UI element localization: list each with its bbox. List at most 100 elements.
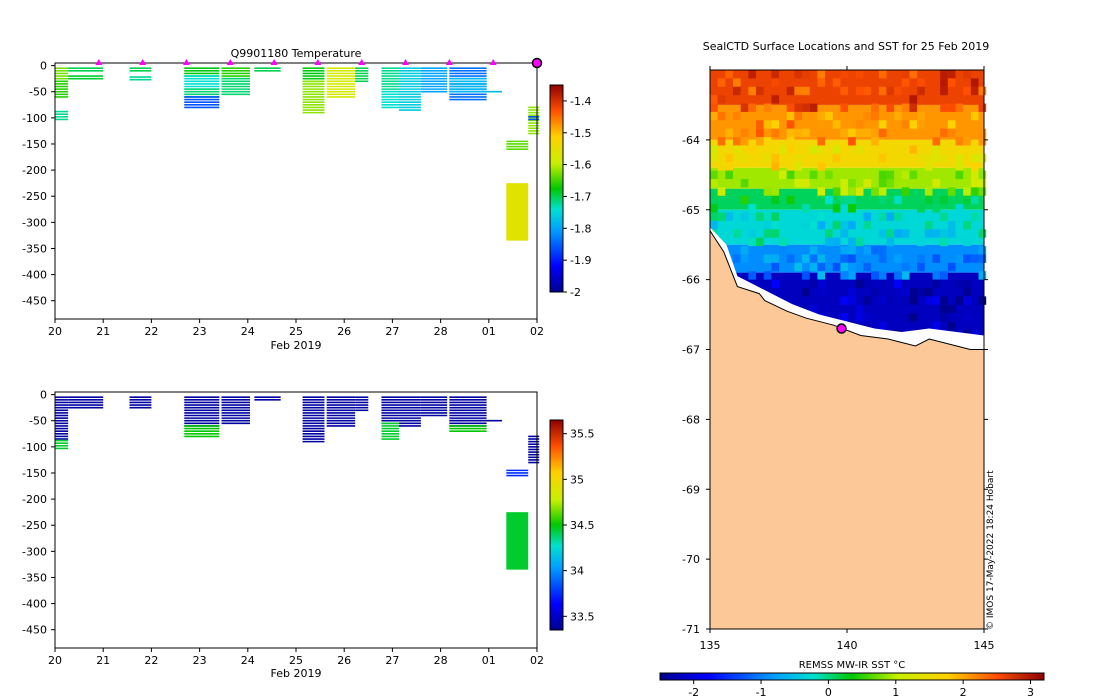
x-tick-label: 02	[530, 325, 544, 338]
x-tick-label: 24	[241, 325, 255, 338]
y-tick-label: -100	[22, 112, 47, 125]
sst-cell	[840, 229, 849, 238]
lon-tick-label: 145	[974, 639, 995, 652]
sst-cell	[740, 137, 749, 146]
sst-cell	[871, 111, 879, 121]
sst-cell	[763, 254, 772, 263]
sst-cell	[763, 271, 772, 280]
sst-cell	[978, 170, 987, 180]
sst-cell	[878, 170, 887, 180]
sst-cell	[802, 204, 810, 213]
sst-cell	[817, 187, 826, 196]
surface-markers	[95, 57, 543, 69]
sst-cell	[894, 86, 902, 96]
sst-cell	[917, 288, 925, 297]
sst-cell	[878, 70, 887, 79]
sst-cell	[817, 195, 826, 205]
sst-cell	[932, 145, 941, 154]
sst-cell	[947, 321, 956, 330]
sst-cell	[894, 195, 902, 205]
sst-cell	[917, 86, 925, 96]
sst-cell	[886, 179, 895, 188]
sst-cell	[832, 204, 841, 213]
profile-block	[506, 512, 529, 570]
x-tick-label: 26	[337, 325, 351, 338]
sst-cell	[970, 179, 979, 188]
sst-cell	[978, 229, 987, 238]
sst-cell	[763, 212, 772, 221]
temperature-title: Q9901180 Temperature	[231, 47, 362, 60]
sst-cell	[970, 162, 979, 171]
sst-cell	[717, 137, 726, 146]
salinity-panel: 0-50-100-150-200-250-300-350-400-450 20 2…	[22, 389, 594, 680]
sst-cell	[794, 262, 803, 272]
surface-marker-triangle	[270, 59, 278, 65]
colorbar-tick-label: -1.5	[570, 127, 591, 140]
sst-cell	[978, 128, 987, 138]
sst-cell	[886, 103, 895, 112]
sst-cell	[763, 103, 772, 112]
sst-cell	[871, 145, 879, 154]
map-latitude-ticks: -64 -65 -66 -67 -68 -69 -70 -71	[682, 134, 988, 636]
colorbar-tick-label: 35.5	[570, 428, 595, 441]
lat-tick-label: -68	[682, 413, 700, 426]
sst-cell	[848, 296, 856, 305]
sst-cell	[748, 145, 757, 154]
sst-cell	[917, 262, 925, 272]
sst-cell	[771, 229, 780, 238]
sst-cell	[794, 111, 803, 121]
sst-cell	[940, 271, 948, 280]
surface-marker-triangle	[314, 59, 322, 65]
sst-cell	[725, 153, 734, 163]
sst-cell	[886, 313, 895, 322]
sst-cell	[817, 120, 826, 129]
sst-cell	[779, 145, 787, 154]
sst-cell	[802, 271, 810, 280]
sst-cell	[733, 111, 741, 121]
sst-cell	[871, 288, 879, 297]
sst-cell	[963, 313, 971, 322]
sst-cell	[725, 170, 734, 180]
sst-cell	[786, 120, 795, 129]
sst-cell	[809, 170, 818, 180]
sst-cell	[786, 145, 795, 154]
sst-cell	[717, 111, 726, 121]
sst-cell	[970, 254, 979, 263]
sst-cell	[848, 137, 856, 146]
sst-cell	[809, 246, 818, 255]
sst-cell	[817, 137, 826, 146]
sst-cell	[978, 86, 987, 96]
x-tick-label: 27	[385, 654, 399, 667]
sst-cell	[802, 254, 810, 263]
sst-cell	[756, 120, 764, 129]
y-tick-label: -450	[22, 295, 47, 308]
sst-cell	[848, 204, 856, 213]
y-tick-label: -250	[22, 519, 47, 532]
salinity-xlabel: Feb 2019	[271, 667, 322, 680]
sst-cell	[917, 78, 925, 87]
temperature-colorbar	[549, 84, 564, 293]
sst-cell	[955, 254, 964, 263]
sst-cell	[771, 70, 780, 79]
sst-cell	[840, 70, 849, 79]
sst-cell	[878, 296, 887, 305]
map-colorbar	[659, 672, 1045, 681]
sst-cell	[963, 220, 971, 230]
sst-cell	[894, 153, 902, 163]
sst-cell	[963, 137, 971, 146]
sst-cell	[855, 145, 864, 154]
sst-cell	[717, 95, 726, 104]
sst-cell	[802, 128, 810, 138]
map-colorbar-ticks: -2 -1 0 1 2 3	[688, 680, 1034, 699]
sst-cell	[817, 212, 826, 221]
sst-cell	[901, 70, 910, 79]
y-tick-label: -50	[29, 86, 47, 99]
sst-cell	[932, 179, 941, 188]
sst-cell	[840, 145, 849, 154]
sst-cell	[786, 70, 795, 79]
sst-cell	[733, 229, 741, 238]
sst-cell	[802, 70, 810, 79]
sst-cell	[909, 120, 918, 129]
sst-cell	[863, 179, 872, 188]
sst-cell	[786, 128, 795, 138]
